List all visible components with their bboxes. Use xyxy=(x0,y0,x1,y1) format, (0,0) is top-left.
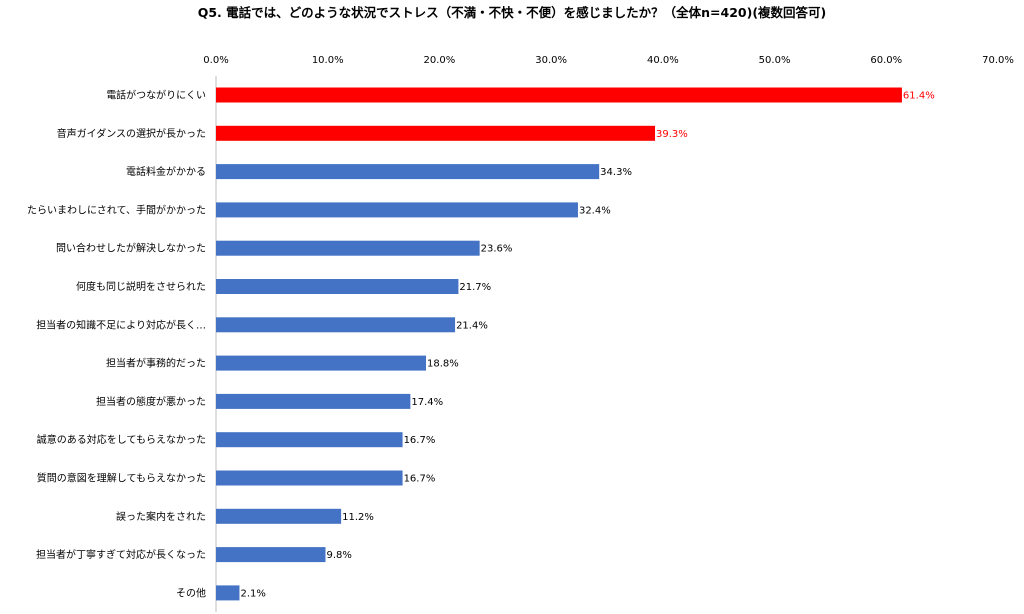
category-label: 誤った案内をされた xyxy=(116,510,206,523)
bar-value-label: 9.8% xyxy=(326,550,351,561)
x-tick-label: 0.0% xyxy=(203,55,228,66)
category-label: 問い合わせしたが解決しなかった xyxy=(56,242,206,255)
category-label: 担当者の知識不足により対応が長く… xyxy=(36,318,206,331)
x-tick-label: 10.0% xyxy=(312,55,344,66)
bar-value-label: 18.8% xyxy=(427,359,459,370)
bars xyxy=(216,87,902,601)
bar xyxy=(216,87,902,103)
category-label: 誠意のある対応をしてもらえなかった xyxy=(37,433,206,446)
bar xyxy=(216,317,456,333)
bar-value-label: 34.3% xyxy=(600,167,632,178)
category-label: 担当者の態度が悪かった xyxy=(96,395,206,408)
category-label: 音声ガイダンスの選択が長かった xyxy=(57,127,206,140)
bar-value-label: 23.6% xyxy=(481,244,513,255)
bar xyxy=(216,164,600,180)
bar xyxy=(216,279,459,294)
bar-value-label: 2.1% xyxy=(240,588,265,599)
bar xyxy=(216,470,403,486)
bar-value-label: 17.4% xyxy=(411,397,443,408)
bar-value-label: 61.4% xyxy=(903,91,935,102)
bar-value-label: 32.4% xyxy=(579,205,611,216)
bar-value-label: 16.7% xyxy=(404,474,436,485)
category-labels: 電話がつながりにくい音声ガイダンスの選択が長かった電話料金がかかるたらいまわしに… xyxy=(27,89,206,600)
category-label: たらいまわしにされて、手間がかかった xyxy=(27,203,206,216)
bar-value-label: 21.7% xyxy=(459,282,491,293)
bar xyxy=(216,432,403,448)
data-labels: 61.4% 39.3% 34.3% 32.4% 23.6% 21.7% 21.4% 18.8%… xyxy=(240,91,934,600)
bar-value-label: 21.4% xyxy=(456,320,488,331)
bar xyxy=(216,585,240,601)
bar xyxy=(216,547,326,563)
category-label: 担当者が丁寧すぎて対応が長くなった xyxy=(36,548,206,561)
bar-value-label: 16.7% xyxy=(404,435,436,446)
bar-value-label: 11.2% xyxy=(342,512,374,523)
x-tick-label: 30.0% xyxy=(535,55,567,66)
category-label: 何度も同じ説明をさせられた xyxy=(76,280,206,293)
x-tick-label: 50.0% xyxy=(759,55,791,66)
chart-title: Q5. 電話では、どのような状況でストレス（不満・不快・不便）を感じましたか？（… xyxy=(198,5,827,20)
bar xyxy=(216,355,427,371)
bar xyxy=(216,202,578,218)
bar-value-label: 39.3% xyxy=(656,129,688,140)
category-label: 電話がつながりにくい xyxy=(106,89,206,102)
category-label: 担当者が事務的だった xyxy=(106,357,206,370)
category-label: 電話料金がかかる xyxy=(126,165,206,178)
category-label: 質問の意図を理解してもらえなかった xyxy=(37,472,206,485)
x-axis-ticks: 0.0% 10.0% 20.0% 30.0% 40.0% 50.0% 60.0% 70.0% xyxy=(203,55,1014,66)
x-tick-label: 20.0% xyxy=(424,55,456,66)
bar xyxy=(216,240,480,256)
bar xyxy=(216,125,656,141)
x-tick-label: 40.0% xyxy=(647,55,679,66)
x-tick-label: 70.0% xyxy=(982,55,1014,66)
category-label: その他 xyxy=(176,586,206,599)
x-tick-label: 60.0% xyxy=(870,55,902,66)
bar xyxy=(216,508,342,524)
bar xyxy=(216,393,411,409)
